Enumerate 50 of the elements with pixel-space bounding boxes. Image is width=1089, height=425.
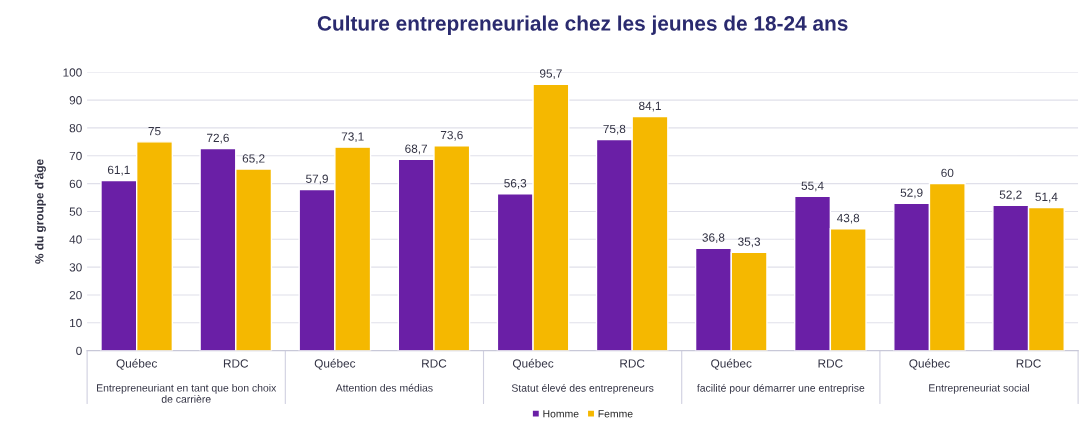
text: Attention des médias <box>335 383 433 392</box>
data-label: 72,6 <box>207 133 229 144</box>
data-label: 35,3 <box>738 237 761 248</box>
text: Statut élevé des entrepreneurs <box>511 383 654 394</box>
data-label: 95,7 <box>539 69 562 80</box>
data-label: 75 <box>148 127 161 136</box>
y-axis-title: % du groupe d'âge <box>34 159 46 264</box>
data-label: 61,1 <box>107 165 130 176</box>
y-tick-label: 0 <box>76 346 82 356</box>
data-label: 73,6 <box>440 130 463 141</box>
y-tick-label: 10 <box>70 318 82 328</box>
data-label: 56,3 <box>504 179 527 189</box>
y-tick-label: 80 <box>69 123 82 133</box>
data-label: 55,4 <box>801 181 824 192</box>
y-tick-label: 70 <box>69 151 82 161</box>
text: facilité pour démarrer une entreprise <box>697 383 865 394</box>
y-tick-label: 20 <box>69 290 82 300</box>
y-tick-label: 60 <box>69 179 82 188</box>
x-tick-label: RDC <box>422 359 447 368</box>
y-tick-label: 40 <box>69 235 82 244</box>
data-label: 57,9 <box>306 174 328 185</box>
data-label: 43,8 <box>836 213 860 224</box>
legend-label: Femme <box>598 410 633 418</box>
x-tick-label: RDC <box>1016 359 1041 368</box>
chart-title: Culture entrepreneuriale chez les jeunes de 18-24 ans <box>317 15 848 35</box>
x-tick-label: RDC <box>223 359 249 368</box>
x-tick-label: Québec <box>909 358 950 370</box>
x-tick-label: Québec <box>116 358 158 370</box>
x-tick-label: Québec <box>512 358 554 370</box>
y-tick-label: 90 <box>69 96 82 105</box>
text: Entrepreneuriant en tant que bon choix de carrière <box>97 383 277 403</box>
data-label: 60 <box>941 168 954 178</box>
data-label: 65,2 <box>242 154 265 165</box>
data-label: 52,2 <box>999 190 1022 201</box>
text: Entrepreneuriat social <box>929 383 1029 394</box>
x-tick-label: Québec <box>711 358 752 370</box>
data-label: 73,1 <box>341 132 364 143</box>
data-label: 68,7 <box>405 144 428 155</box>
x-tick-label: RDC <box>620 359 645 368</box>
x-tick-label: RDC <box>818 359 843 368</box>
y-tick-label: 50 <box>69 207 82 216</box>
y-tick-label: 30 <box>69 263 82 272</box>
data-label: 84,1 <box>639 101 661 112</box>
data-label: 52,9 <box>900 188 923 199</box>
x-tick-label: Québec <box>314 358 356 370</box>
data-label: 75,8 <box>603 124 626 135</box>
data-label: 51,4 <box>1035 192 1058 203</box>
y-tick-label: 100 <box>63 68 82 77</box>
legend-label: Homme <box>543 410 579 418</box>
data-label: 36,8 <box>702 233 725 244</box>
